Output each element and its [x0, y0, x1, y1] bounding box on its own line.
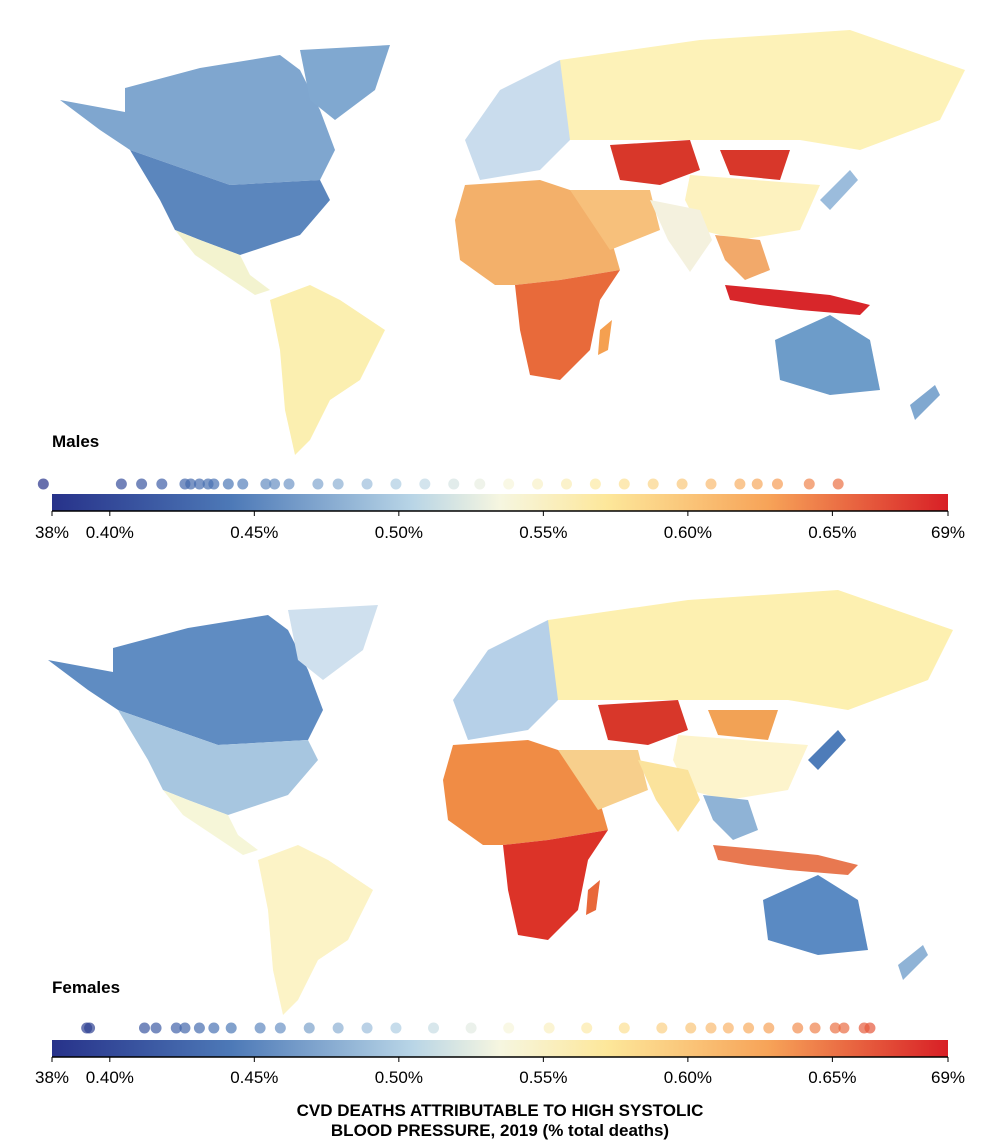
value-dot: [676, 478, 688, 490]
tick-label: 0.65%: [808, 1068, 856, 1087]
value-dot: [225, 1022, 237, 1034]
value-dot: [589, 478, 601, 490]
tick-label: 0.65%: [808, 523, 856, 542]
value-dot: [390, 478, 402, 490]
value-dot: [419, 478, 431, 490]
value-dot: [179, 1022, 191, 1034]
value-dot: [138, 1022, 150, 1034]
value-dot: [771, 478, 783, 490]
value-dot: [390, 1022, 402, 1034]
tick-label: 38%: [35, 1068, 69, 1087]
value-dot: [734, 478, 746, 490]
value-dot: [193, 478, 205, 490]
value-dot: [465, 1022, 477, 1034]
value-dot: [254, 1022, 266, 1034]
value-dot: [743, 1022, 755, 1034]
value-dot: [170, 1022, 182, 1034]
value-dot: [428, 1022, 440, 1034]
value-dot: [37, 478, 49, 490]
value-dot: [156, 478, 168, 490]
tick-label: 0.40%: [86, 523, 134, 542]
value-dot: [503, 1022, 515, 1034]
value-dot: [685, 1022, 697, 1034]
value-dot: [274, 1022, 286, 1034]
value-dot: [150, 1022, 162, 1034]
value-dot: [237, 478, 249, 490]
panel-label: Males: [52, 432, 99, 451]
tick-label: 0.45%: [230, 1068, 278, 1087]
value-dot: [84, 1022, 96, 1034]
value-dot: [361, 478, 373, 490]
value-dot: [269, 478, 281, 490]
map-females: [48, 590, 953, 1015]
value-dot: [185, 478, 197, 490]
tick-label: 0.50%: [375, 1068, 423, 1087]
tick-label: 38%: [35, 523, 69, 542]
tick-label: 0.55%: [519, 523, 567, 542]
value-dot: [618, 478, 630, 490]
value-dot: [705, 478, 717, 490]
value-dot: [705, 1022, 717, 1034]
value-dot: [361, 1022, 373, 1034]
value-dot: [722, 1022, 734, 1034]
legend-title: BLOOD PRESSURE, 2019 (% total deaths): [331, 1121, 669, 1140]
legend-title: CVD DEATHS ATTRIBUTABLE TO HIGH SYSTOLIC: [297, 1101, 704, 1120]
value-dot: [809, 1022, 821, 1034]
value-dot: [581, 1022, 593, 1034]
tick-label: 69%: [931, 523, 965, 542]
value-dot: [864, 1022, 876, 1034]
value-dot: [543, 1022, 555, 1034]
value-dot: [763, 1022, 775, 1034]
tick-label: 0.60%: [664, 523, 712, 542]
tick-label: 0.60%: [664, 1068, 712, 1087]
value-dot: [208, 1022, 220, 1034]
value-dot: [332, 478, 344, 490]
value-dot: [332, 1022, 344, 1034]
value-dot: [647, 478, 659, 490]
tick-label: 69%: [931, 1068, 965, 1087]
panel-label: Females: [52, 978, 120, 997]
tick-label: 0.55%: [519, 1068, 567, 1087]
value-dot: [193, 1022, 205, 1034]
value-dot: [829, 1022, 841, 1034]
value-dot: [618, 1022, 630, 1034]
value-dot: [115, 478, 127, 490]
value-dot: [474, 478, 486, 490]
value-dot: [838, 1022, 850, 1034]
map-males: [60, 30, 965, 455]
value-dot: [751, 478, 763, 490]
value-dot: [303, 1022, 315, 1034]
tick-label: 0.40%: [86, 1068, 134, 1087]
value-dot: [136, 478, 148, 490]
tick-label: 0.50%: [375, 523, 423, 542]
value-dot: [312, 478, 324, 490]
value-dot: [503, 478, 515, 490]
color-bar: [52, 494, 948, 511]
value-dot: [208, 478, 220, 490]
value-dot: [532, 478, 544, 490]
value-dot: [283, 478, 295, 490]
value-dot: [260, 478, 272, 490]
color-bar: [52, 1040, 948, 1057]
value-dot: [803, 478, 815, 490]
value-dot: [656, 1022, 668, 1034]
tick-label: 0.45%: [230, 523, 278, 542]
value-dot: [560, 478, 572, 490]
value-dot: [222, 478, 234, 490]
value-dot: [792, 1022, 804, 1034]
value-dot: [448, 478, 460, 490]
value-dot: [832, 478, 844, 490]
